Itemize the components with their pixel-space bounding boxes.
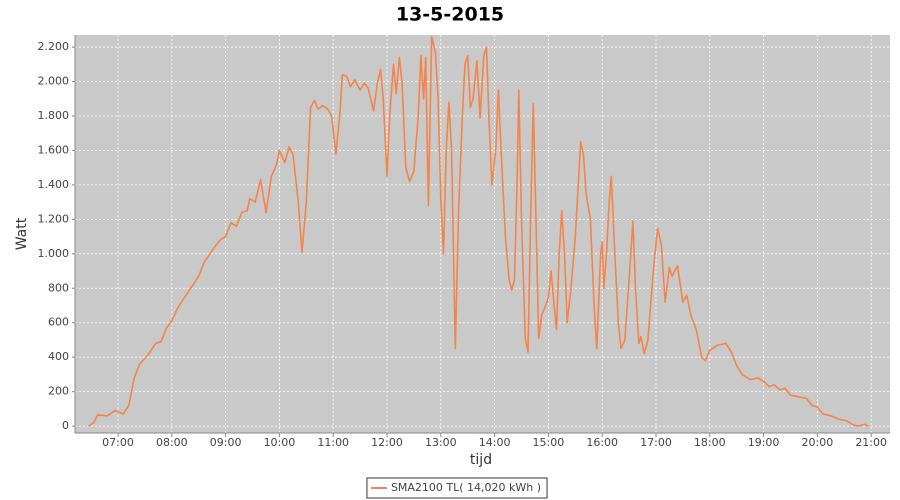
y-tick-label: 2.200 — [38, 40, 70, 53]
y-axis-label: Watt — [14, 217, 30, 250]
y-tick-label: 400 — [48, 350, 69, 363]
series-layer — [87, 35, 869, 427]
legend: SMA2100 TL( 14,020 kWh ) — [366, 477, 548, 499]
x-tick-label: 09:00 — [210, 436, 242, 449]
x-tick-label: 13:00 — [425, 436, 457, 449]
x-tick-label: 20:00 — [802, 436, 834, 449]
legend-label: SMA2100 TL( 14,020 kWh ) — [391, 481, 541, 494]
x-tick-label: 16:00 — [586, 436, 618, 449]
plot-area — [75, 35, 890, 433]
chart-title: 13-5-2015 — [396, 4, 504, 26]
x-tick-label: 18:00 — [694, 436, 726, 449]
x-tick-label: 12:00 — [371, 436, 403, 449]
x-tick-label: 07:00 — [102, 436, 134, 449]
x-tick-label: 17:00 — [640, 436, 672, 449]
x-axis-label: tijd — [470, 452, 492, 468]
y-tick-label: 0 — [62, 419, 69, 432]
x-tick-label: 11:00 — [317, 436, 349, 449]
y-tick-label: 200 — [48, 385, 69, 398]
x-tick-label: 19:00 — [748, 436, 780, 449]
y-tick-label: 2.000 — [38, 75, 70, 88]
y-tick-label: 1.600 — [38, 143, 70, 156]
y-tick-label: 1.400 — [38, 178, 70, 191]
x-tick-label: 10:00 — [264, 436, 296, 449]
y-tick-label: 800 — [48, 281, 69, 294]
y-tick-label: 600 — [48, 316, 69, 329]
y-tick-label: 1.000 — [38, 247, 70, 260]
series-line — [87, 35, 869, 427]
x-tick-label: 15:00 — [533, 436, 565, 449]
x-tick-label: 21:00 — [855, 436, 887, 449]
legend-box — [366, 477, 548, 499]
y-tick-label: 1.200 — [38, 212, 70, 225]
x-tick-label: 14:00 — [479, 436, 511, 449]
x-tick-label: 08:00 — [156, 436, 188, 449]
y-tick-label: 1.800 — [38, 109, 70, 122]
